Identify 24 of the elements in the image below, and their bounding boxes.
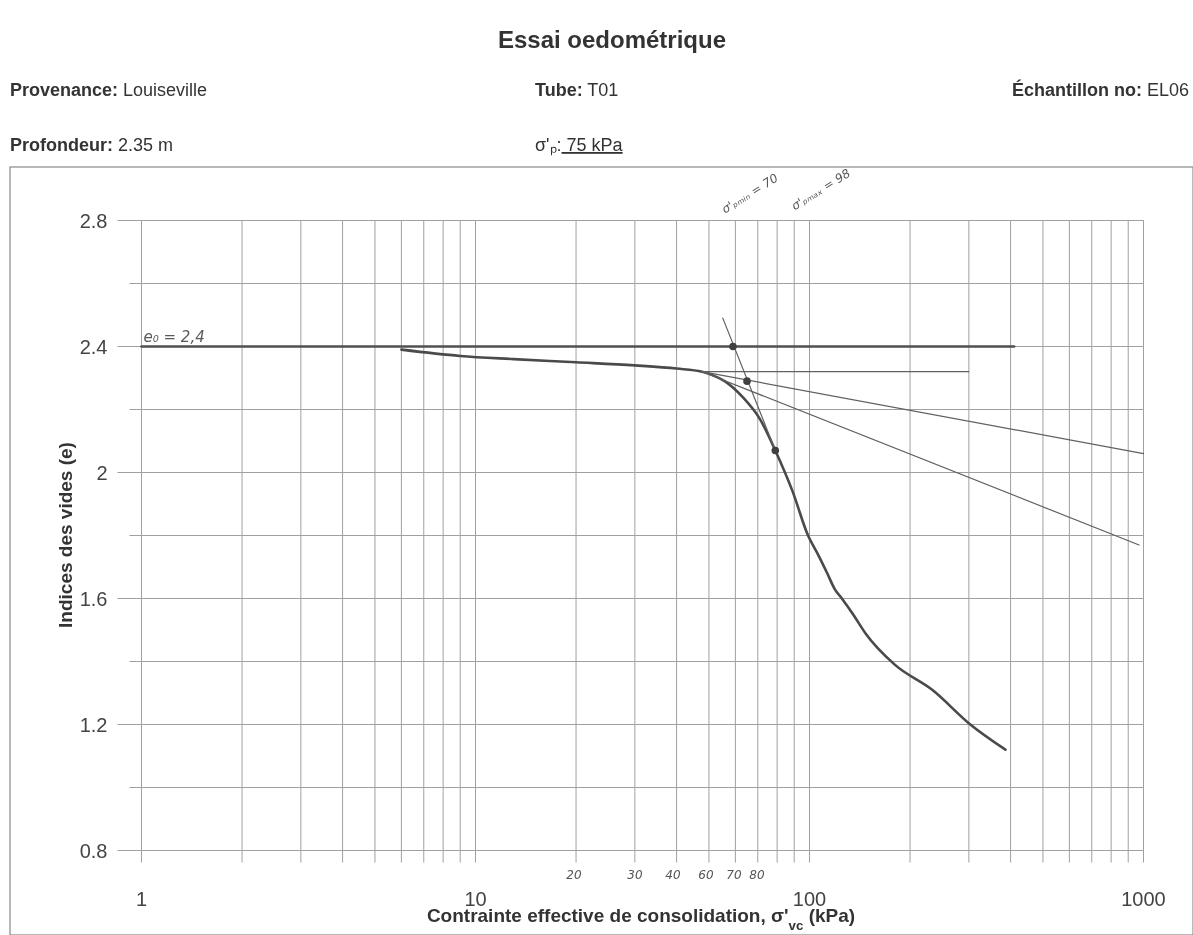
text: σ'ₚₘₐₓ = 98 [788, 165, 854, 214]
text: 60 [698, 868, 714, 882]
text: σ'ₚₘᵢₙ = 70 [719, 170, 781, 217]
text: Tube: T01 [535, 80, 619, 100]
text: 30 [627, 868, 643, 882]
text: Échantillon no: EL06 [1011, 79, 1189, 100]
text: 20 [566, 868, 582, 882]
series-label: e₀ = 2,4 [143, 327, 205, 346]
y-tick-label: 1.2 [79, 713, 108, 736]
y-tick-label: 1.6 [79, 587, 108, 610]
y-tick-label: 2.4 [79, 335, 108, 358]
text: 70 [726, 868, 742, 882]
y-tick-label: 2.8 [79, 209, 108, 232]
text: 40 [665, 868, 681, 882]
text: Provenance: Louiseville [10, 80, 208, 100]
x-tick-label: 1 [135, 887, 148, 910]
y-tick-label: 2 [96, 461, 108, 484]
text: σ'ₚ: 75 kPa [535, 135, 624, 156]
text: Profondeur: 2.35 m [10, 135, 174, 155]
y-axis-title: Indices des vides (e) [55, 442, 76, 628]
x-tick-label: 1000 [1121, 887, 1166, 910]
chart-title: Essai oedométrique [497, 26, 727, 53]
text: 80 [749, 868, 765, 882]
y-tick-label: 0.8 [79, 839, 108, 862]
